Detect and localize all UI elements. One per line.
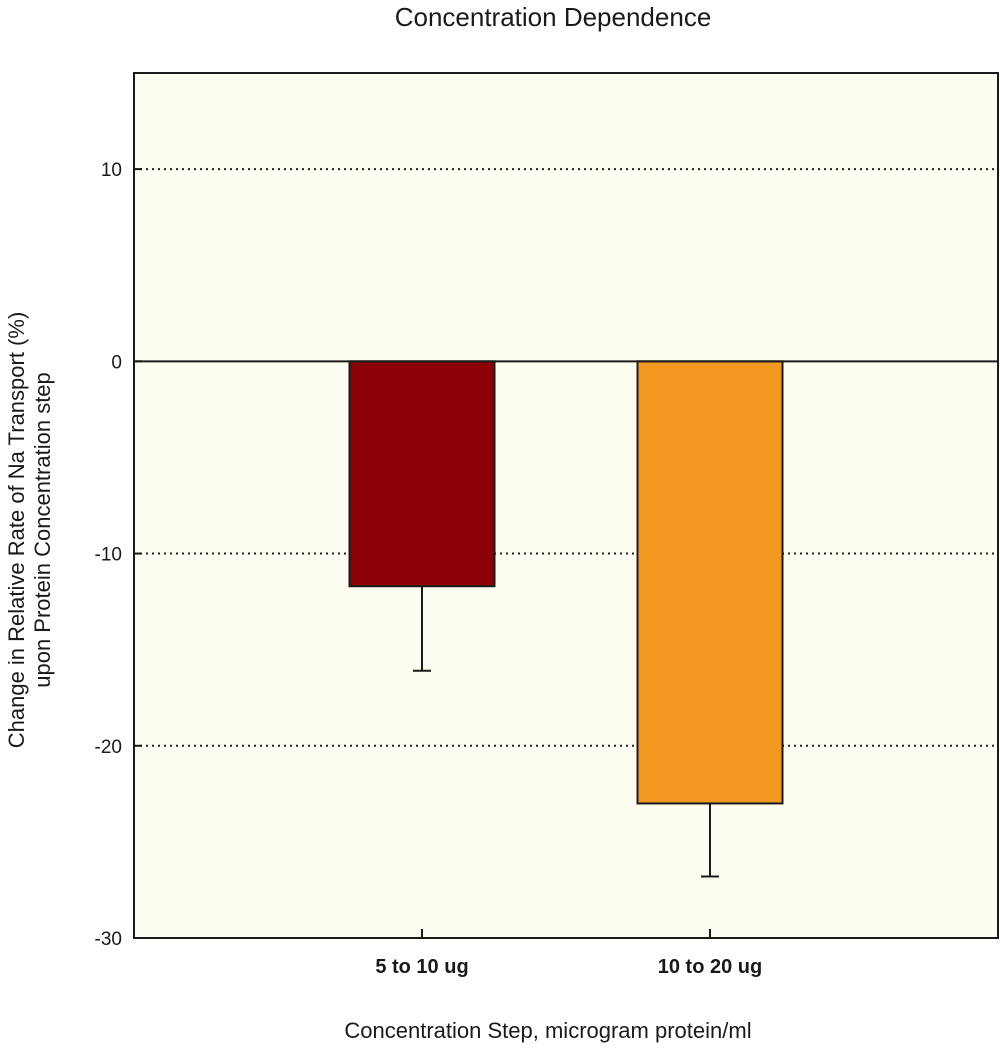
y-tick-label: -20	[95, 737, 122, 758]
x-axis-ticks: 5 to 10 ug 10 to 20 ug	[375, 929, 762, 978]
bar	[348, 360, 496, 588]
y-axis-ticks: -30 -20 -10 0 10	[95, 160, 142, 950]
x-axis-label: Concentration Step, microgram protein/ml	[344, 1018, 751, 1043]
plot-area	[134, 73, 998, 938]
y-axis-label: Change in Relative Rate of Na Transport …	[4, 312, 55, 749]
error-bars	[413, 586, 719, 878]
y-axis-label-line-1: Change in Relative Rate of Na Transport …	[4, 312, 29, 749]
x-tick-label: 10 to 20 ug	[658, 956, 762, 978]
gridlines	[134, 168, 998, 747]
plot-frame	[133, 72, 999, 939]
chart-title: Concentration Dependence	[395, 2, 712, 32]
y-tick-label: -30	[95, 929, 122, 950]
bar	[636, 360, 784, 805]
y-axis-label-line-2: upon Protein Concentration step	[30, 372, 55, 688]
y-tick-label: 10	[101, 160, 122, 181]
y-tick-label: -10	[95, 545, 122, 566]
x-tick-label: 5 to 10 ug	[375, 956, 468, 978]
y-tick-label: 0	[111, 352, 122, 373]
